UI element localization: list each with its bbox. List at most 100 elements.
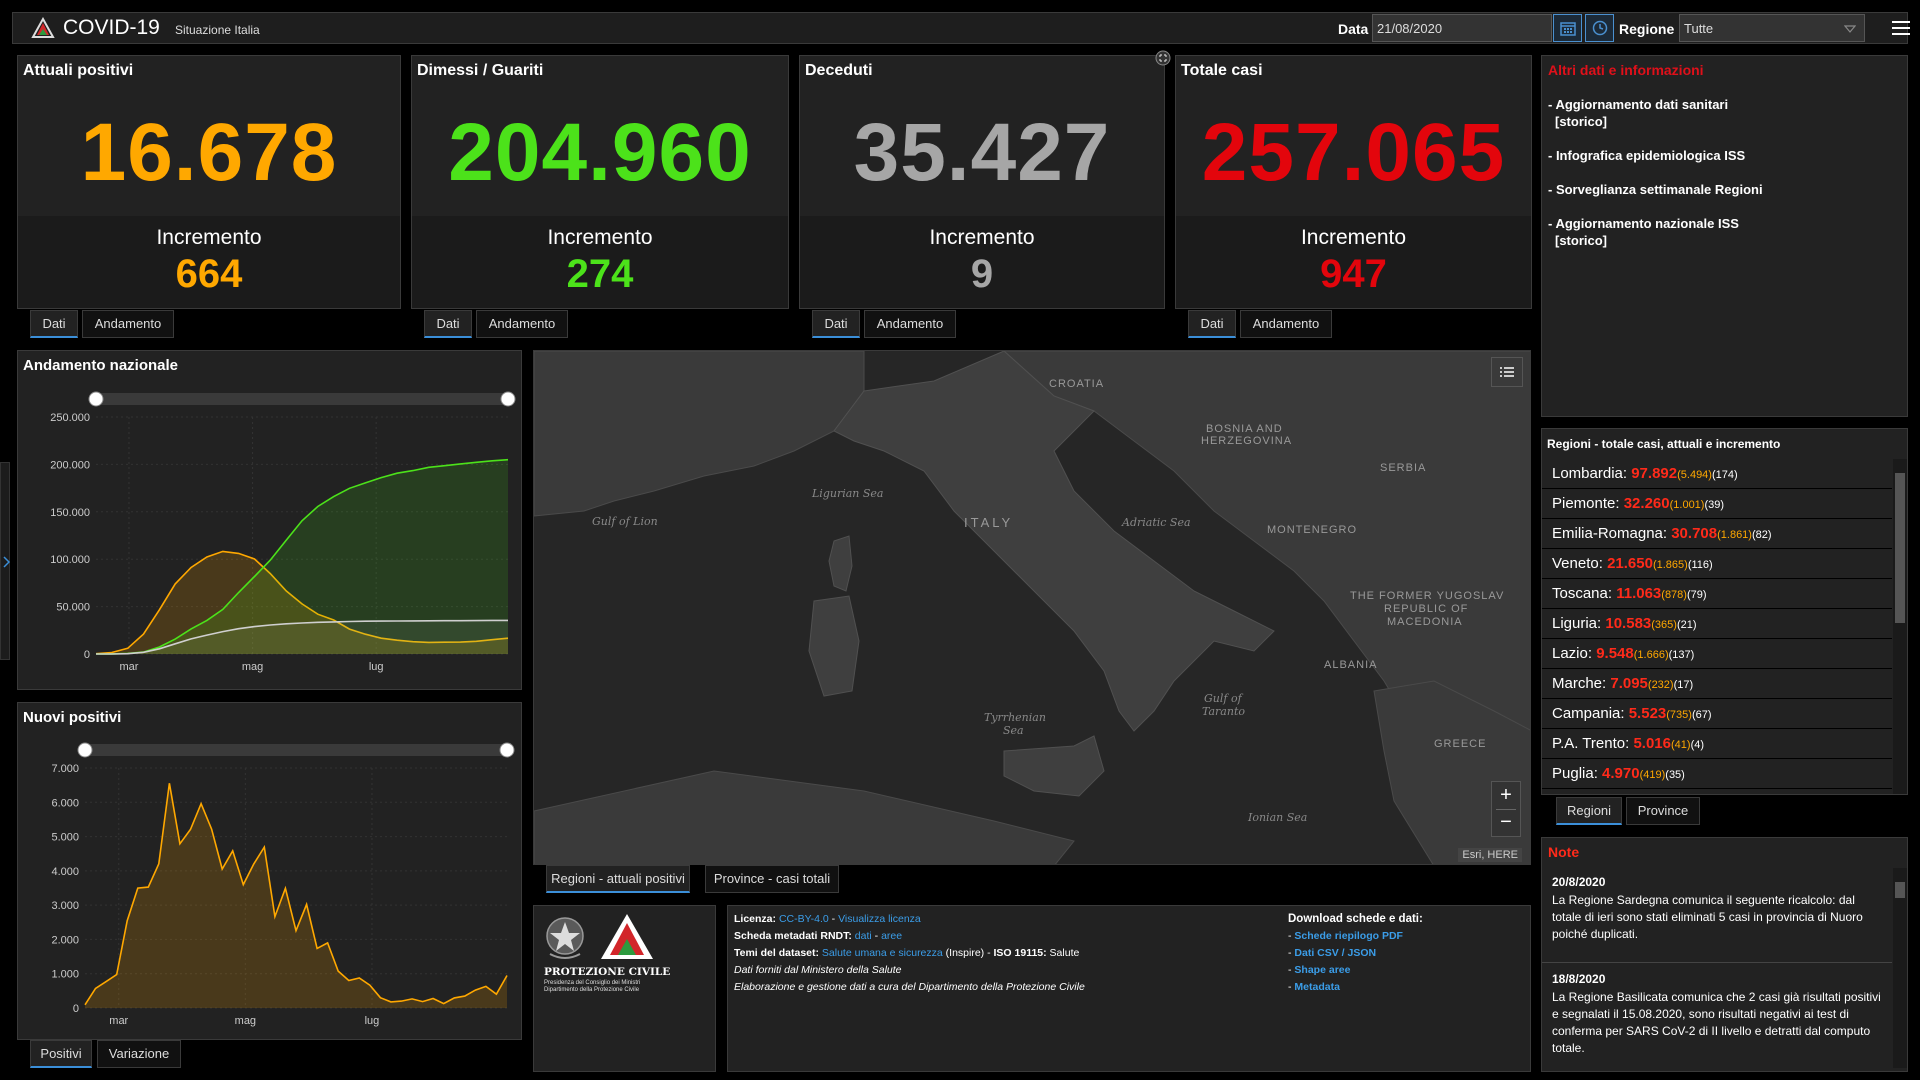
link-sorveglianza-regioni[interactable]: - Sorveglianza settimanale Regioni [1548, 182, 1763, 197]
metadata-aree-link[interactable]: aree [881, 930, 903, 942]
side-panel-handle[interactable] [0, 462, 10, 660]
tab-andamento-attuali[interactable]: Andamento [82, 310, 174, 338]
region-total: 9.548 [1596, 645, 1634, 662]
region-row[interactable]: Liguria: 10.583(365)(21) [1542, 609, 1892, 639]
map-label-bosnia: BOSNIA AND [1206, 423, 1283, 435]
range-slider-track[interactable] [96, 393, 508, 405]
card-increment-section: Incremento 9 [800, 216, 1164, 308]
link-storico[interactable]: [storico] [1555, 114, 1607, 129]
region-increment: (137) [1668, 649, 1695, 661]
y-tick-label: 7.000 [51, 763, 79, 775]
tab-regioni-attuali-positivi[interactable]: Regioni - attuali positivi [546, 865, 690, 893]
range-slider-track[interactable] [85, 744, 507, 756]
y-tick-label: 150.000 [50, 507, 90, 519]
notes-scrollbar[interactable] [1893, 868, 1907, 1068]
tab-province-casi-totali[interactable]: Province - casi totali [705, 865, 839, 893]
license-panel: Licenza: CC-BY-4.0 - Visualizza licenza … [727, 905, 1531, 1072]
tab-dati-totale[interactable]: Dati [1188, 310, 1236, 338]
region-select[interactable]: Tutte [1679, 14, 1865, 42]
date-input[interactable]: 21/08/2020 [1372, 14, 1552, 42]
calendar-button[interactable] [1553, 14, 1582, 42]
regions-scrollbar[interactable] [1893, 459, 1907, 794]
region-row[interactable]: Veneto: 21.650(1.865)(116) [1542, 549, 1892, 579]
region-row[interactable]: Emilia-Romagna: 30.708(1.861)(82) [1542, 519, 1892, 549]
card-value: 16.678 [80, 107, 338, 198]
tab-dati-deceduti[interactable]: Dati [812, 310, 860, 338]
region-select-value: Tutte [1684, 21, 1714, 36]
divider [1496, 809, 1516, 810]
zoom-in-icon[interactable]: + [1500, 784, 1512, 806]
link-aggiornamento-dati[interactable]: - Aggiornamento dati sanitari [1548, 97, 1729, 112]
download-pdf-link[interactable]: Schede riepilogo PDF [1294, 930, 1403, 942]
range-slider-handle-start[interactable] [88, 391, 104, 407]
link-infografica-iss[interactable]: - Infografica epidemiologica ISS [1548, 148, 1746, 163]
x-tick-label: mar [119, 661, 138, 673]
region-row[interactable]: Toscana: 11.063(878)(79) [1542, 579, 1892, 609]
link-aggiornamento-iss[interactable]: - Aggiornamento nazionale ISS [1548, 216, 1739, 231]
series-line [84, 783, 508, 1006]
region-current: (232) [1647, 679, 1674, 691]
region-total: 4.970 [1602, 765, 1640, 782]
fullscreen-icon[interactable] [1155, 50, 1171, 66]
map-sea-gulf-taranto: Gulf of [1204, 692, 1242, 705]
themes-link[interactable]: Salute umana e sicurezza [821, 947, 943, 959]
region-total: 7.095 [1610, 675, 1648, 692]
scrollbar-thumb[interactable] [1895, 473, 1905, 623]
map-legend-button[interactable] [1491, 357, 1523, 387]
range-slider-handle-end[interactable] [500, 391, 516, 407]
tab-positivi[interactable]: Positivi [30, 1040, 92, 1068]
card-increment-section: Incremento 947 [1176, 216, 1531, 308]
time-button[interactable] [1585, 14, 1614, 42]
tab-andamento-totale[interactable]: Andamento [1240, 310, 1332, 338]
calendar-icon [1559, 22, 1576, 36]
tab-dati-guariti[interactable]: Dati [424, 310, 472, 338]
map-view[interactable]: CROATIA BOSNIA AND HERZEGOVINA SERBIA MO… [533, 350, 1531, 865]
chart-title: Andamento nazionale [23, 357, 179, 374]
series-area [96, 620, 508, 654]
y-tick-label: 2.000 [51, 934, 79, 946]
region-row[interactable]: Puglia: 4.970(419)(35) [1542, 759, 1892, 789]
y-tick-label: 200.000 [50, 459, 90, 471]
card-value: 204.960 [448, 107, 752, 198]
region-name: Piemonte: [1552, 495, 1620, 512]
series-area [96, 551, 508, 654]
link-storico-iss[interactable]: [storico] [1555, 233, 1607, 248]
download-shape-link[interactable]: Shape aree [1294, 964, 1351, 976]
andamento-chart[interactable]: 250.000 200.000 150.000 100.000 50.000 0 mar ma… [18, 351, 523, 691]
tab-andamento-guariti[interactable]: Andamento [476, 310, 568, 338]
license-label: Licenza: [734, 913, 777, 925]
region-row[interactable]: Lombardia: 97.892(5.494)(174) [1542, 459, 1892, 489]
region-row[interactable]: P.A. Trento: 5.016(41)(4) [1542, 729, 1892, 759]
license-link[interactable]: CC-BY-4.0 [778, 913, 829, 925]
tab-regioni[interactable]: Regioni [1556, 797, 1622, 825]
region-row[interactable]: Piemonte: 32.260(1.001)(39) [1542, 489, 1892, 519]
tab-andamento-deceduti[interactable]: Andamento [864, 310, 956, 338]
region-increment: (79) [1686, 589, 1707, 601]
region-total: 32.260 [1623, 495, 1670, 512]
region-row[interactable]: Marche: 7.095(232)(17) [1542, 669, 1892, 699]
card-dimessi-guariti: Dimessi / Guariti 204.960 Incremento 274 [411, 55, 789, 309]
range-slider-handle-end[interactable] [499, 742, 515, 758]
hamburger-menu-icon[interactable] [1892, 20, 1910, 36]
map-label-fyrom-2: REPUBLIC OF [1384, 603, 1469, 615]
increment-value: 947 [1320, 252, 1387, 296]
range-slider-handle-start[interactable] [77, 742, 93, 758]
increment-value: 274 [566, 252, 634, 296]
region-row[interactable]: Lazio: 9.548(1.666)(137) [1542, 639, 1892, 669]
metadata-dati-link[interactable]: dati [854, 930, 872, 942]
map-sea-ligurian: Ligurian Sea [812, 487, 884, 500]
scrollbar-thumb[interactable] [1895, 882, 1905, 898]
tab-dati-attuali[interactable]: Dati [30, 310, 78, 338]
nuovi-positivi-chart[interactable]: 7.000 6.000 5.000 4.000 3.000 2.000 1.000 0 mar m… [18, 703, 523, 1041]
download-metadata-link[interactable]: Metadata [1294, 981, 1340, 993]
view-license-link[interactable]: Visualizza licenza [838, 913, 921, 925]
zoom-out-icon[interactable]: − [1500, 811, 1512, 833]
region-current: (419) [1639, 769, 1666, 781]
iso-label: ISO 19115: [993, 947, 1047, 959]
card-title: Deceduti [805, 62, 873, 79]
tab-province[interactable]: Province [1626, 797, 1700, 825]
download-csv-link[interactable]: Dati CSV / JSON [1294, 947, 1377, 959]
region-row[interactable]: Campania: 5.523(735)(67) [1542, 699, 1892, 729]
map-label-herzegovina: HERZEGOVINA [1201, 435, 1293, 447]
tab-variazione[interactable]: Variazione [97, 1040, 181, 1068]
